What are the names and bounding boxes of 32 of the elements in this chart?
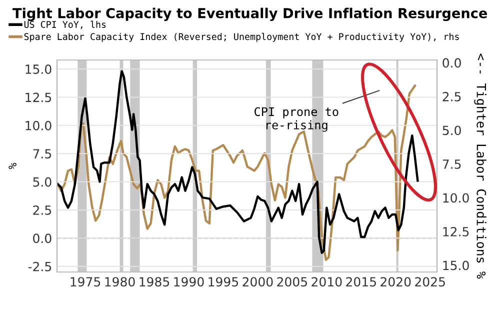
y2-tick-label: 12.5 (443, 226, 469, 236)
chart-title: Tight Labor Capacity to Eventually Drive Inflation Resurgence (12, 8, 488, 22)
legend-label: US CPI YoY, lhs (24, 20, 106, 30)
y-tick-label: 0.0 (33, 234, 52, 244)
y-tick-label: 10.0 (26, 120, 52, 130)
x-tick-label: 1990 (174, 277, 204, 287)
x-tick-label: 1985 (140, 277, 170, 287)
y2-tick-label: 0.0 (442, 58, 461, 68)
x-tick-label: 1980 (105, 277, 135, 287)
y-axis-title: % (8, 162, 16, 170)
y-tick-label: 15.0 (26, 64, 52, 74)
y-tick-label: 7.5 (33, 149, 52, 159)
y2-tick-label: 2.5 (442, 92, 461, 102)
y2-tick-label: 7.5 (442, 160, 461, 169)
x-tick-label: 2005 (277, 277, 307, 287)
legend-label: Spare Labor Capacity Index (Reversed; Unemployment YoY + Productivity YoY), rhs (24, 32, 459, 42)
x-tick-label: 1995 (208, 277, 238, 287)
annotation: CPI prone to re-rising (254, 107, 338, 132)
x-tick-label: 2020 (380, 277, 411, 287)
y2-tick-label: 15.0 (443, 260, 469, 270)
y-tick-label: -2.5 (28, 262, 52, 272)
x-tick-label: 2000 (242, 277, 273, 287)
y-tick-label: 12.5 (26, 92, 52, 102)
x-tick-label: 2025 (415, 277, 445, 287)
y2-tick-label: 10.0 (443, 193, 469, 203)
x-tick-label: 2010 (312, 277, 342, 287)
x-tick-label: 1975 (70, 277, 100, 287)
y2-axis-title: <-- Tighter Labor Conditions % (474, 54, 486, 279)
y-tick-label: 2.5 (33, 205, 52, 215)
y2-tick-label: 5.0 (442, 126, 461, 136)
x-tick-label: 2015 (346, 277, 376, 287)
y-tick-label: 5.0 (33, 177, 52, 187)
